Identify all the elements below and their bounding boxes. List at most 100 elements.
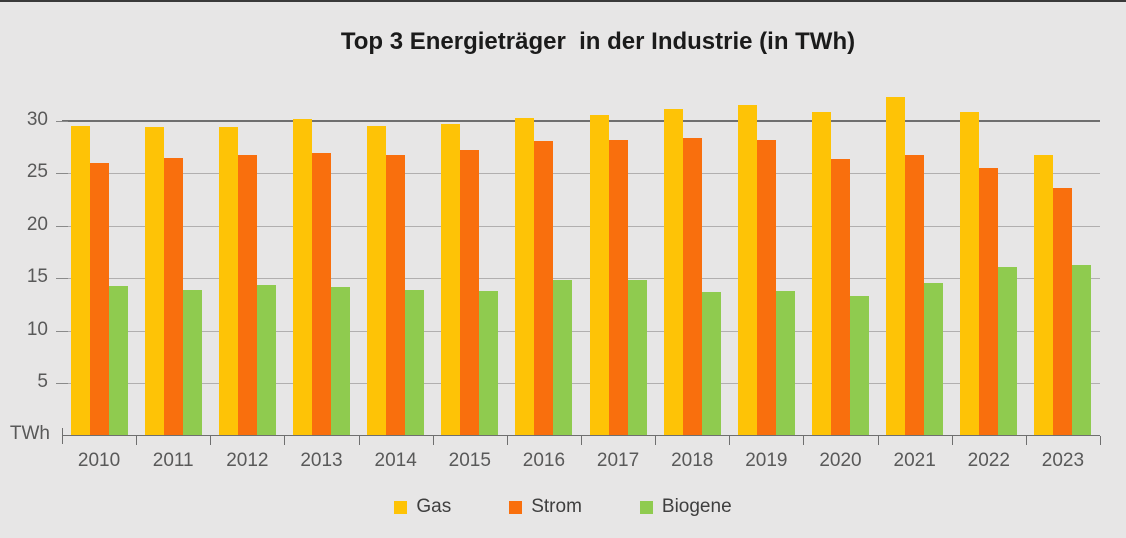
y-tick-label-15: 15 <box>26 266 48 288</box>
y-axis-tick-15 <box>56 278 68 280</box>
bar-biogene-2020 <box>850 296 869 436</box>
bar-strom-2020 <box>831 158 850 436</box>
bar-strom-2014 <box>386 154 406 436</box>
gridline-25 <box>62 173 1100 175</box>
x-axis-tick-4 <box>358 435 360 445</box>
bar-strom-2012 <box>237 154 257 436</box>
y-axis-unit-label: TWh <box>9 422 50 444</box>
bar-strom-2023 <box>1053 188 1073 436</box>
x-tick-label-2011: 2011 <box>152 450 194 471</box>
y-tick-label-30: 30 <box>26 109 48 130</box>
bar-biogene-2012 <box>256 284 276 436</box>
y-tick-label-10: 10 <box>26 318 48 340</box>
x-tick-label-2013: 2013 <box>300 450 343 471</box>
x-axis-tick-8 <box>655 435 657 445</box>
x-tick-label-2021: 2021 <box>893 450 936 471</box>
bar-biogene-2016 <box>553 280 573 436</box>
gridline-5 <box>62 383 1100 385</box>
bar-biogene-2017 <box>627 280 647 436</box>
bar-gas-2012 <box>218 127 238 436</box>
x-axis-tick-2 <box>210 435 212 445</box>
bar-gas-2022 <box>960 111 980 436</box>
bar-biogene-2015 <box>479 290 499 436</box>
bar-biogene-2022 <box>998 266 1018 436</box>
bar-gas-2017 <box>589 114 609 436</box>
y-axis-tick-25 <box>56 173 68 175</box>
bar-gas-2016 <box>515 117 535 436</box>
bar-strom-2017 <box>608 139 628 436</box>
bar-gas-2021 <box>886 96 906 436</box>
legend-label-gas: Gas <box>416 496 452 517</box>
bar-biogene-2023 <box>1072 264 1092 436</box>
bar-biogene-2014 <box>405 289 425 436</box>
bar-biogene-2021 <box>924 283 944 436</box>
x-axis-tick-14 <box>1100 435 1101 445</box>
x-tick-label-2020: 2020 <box>819 450 862 471</box>
gridline-20 <box>62 225 1100 227</box>
y-axis-tick-30 <box>56 121 68 122</box>
x-axis-tick-9 <box>729 435 731 445</box>
x-tick-label-2015: 2015 <box>448 450 491 471</box>
legend-label-strom: Strom <box>531 496 582 517</box>
gridline-30 <box>62 120 1100 122</box>
strom-swatch-icon <box>509 500 523 514</box>
x-tick-label-2023: 2023 <box>1041 450 1085 471</box>
bar-gas-2020 <box>812 111 831 436</box>
bar-gas-2019 <box>737 105 757 436</box>
x-tick-label-2018: 2018 <box>671 450 714 471</box>
bar-gas-2010 <box>70 126 90 436</box>
x-axis-tick-1 <box>136 435 138 445</box>
x-axis-tick-11 <box>877 435 879 445</box>
bar-strom-2021 <box>905 154 925 436</box>
x-axis-tick-7 <box>581 435 582 445</box>
y-tick-label-20: 20 <box>26 213 48 235</box>
chart-title: Top 3 Energieträger in der Industrie (in… <box>340 28 856 55</box>
x-axis-tick-5 <box>432 435 434 445</box>
bar-strom-2022 <box>979 168 999 436</box>
x-axis-tick-10 <box>803 435 805 445</box>
x-axis-tick-0 <box>62 427 63 444</box>
bar-gas-2015 <box>441 124 461 436</box>
legend: Gas Strom Biogene <box>0 496 1126 518</box>
y-axis-tick-5 <box>56 383 68 385</box>
y-axis-tick-20 <box>56 225 68 227</box>
legend-item-strom: Strom <box>509 496 582 518</box>
bar-strom-2010 <box>89 162 109 436</box>
x-tick-label-2010: 2010 <box>77 450 121 471</box>
bar-strom-2019 <box>756 139 776 436</box>
legend-item-biogene: Biogene <box>639 496 732 518</box>
legend-label-biogene: Biogene <box>661 496 732 517</box>
x-axis-tick-12 <box>951 435 953 445</box>
bar-gas-2011 <box>144 127 164 436</box>
x-axis-tick-6 <box>506 435 508 445</box>
x-axis-tick-3 <box>284 435 286 445</box>
bar-gas-2023 <box>1034 154 1054 436</box>
x-axis-tick-13 <box>1025 435 1027 445</box>
bar-biogene-2011 <box>182 289 202 436</box>
bar-biogene-2018 <box>701 291 721 436</box>
bar-gas-2013 <box>293 118 312 436</box>
bar-gas-2018 <box>663 109 683 436</box>
bar-strom-2011 <box>163 157 183 436</box>
x-tick-label-2017: 2017 <box>596 450 640 471</box>
bar-strom-2016 <box>534 140 554 436</box>
gridline-15 <box>62 278 1100 280</box>
bar-strom-2018 <box>682 137 702 436</box>
bar-strom-2015 <box>460 150 480 436</box>
x-tick-label-2012: 2012 <box>226 450 269 471</box>
bar-biogene-2013 <box>331 286 350 436</box>
x-tick-label-2019: 2019 <box>745 450 788 471</box>
y-tick-label-5: 5 <box>37 371 48 393</box>
bar-biogene-2019 <box>775 290 795 436</box>
biogene-swatch-icon <box>639 500 653 514</box>
x-tick-label-2014: 2014 <box>374 450 417 471</box>
y-axis-tick-10 <box>56 330 68 332</box>
y-tick-label-25: 25 <box>26 161 48 183</box>
gas-swatch-icon <box>394 500 408 514</box>
x-tick-label-2016: 2016 <box>522 450 566 471</box>
bar-strom-2013 <box>312 153 331 436</box>
bar-gas-2014 <box>367 126 387 436</box>
legend-item-gas: Gas <box>394 496 451 518</box>
